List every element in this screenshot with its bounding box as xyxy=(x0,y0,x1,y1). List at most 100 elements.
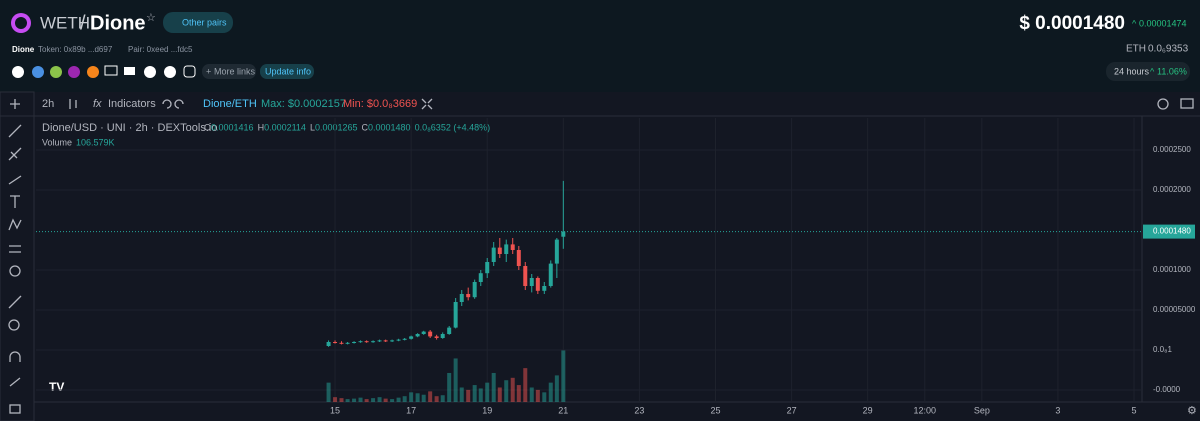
x-tick-label: 12:00 xyxy=(913,405,936,415)
volume-bar xyxy=(364,399,369,402)
candle-body xyxy=(339,342,344,344)
candle-body xyxy=(326,342,331,346)
fullscreen[interactable] xyxy=(421,98,433,110)
sep: / xyxy=(80,12,86,34)
x-tick-label: 3 xyxy=(1055,405,1060,415)
y-tick-label: 0.0002000 xyxy=(1153,185,1191,194)
axis-settings[interactable]: ⚙ xyxy=(1187,405,1197,417)
more-links-label[interactable]: More links xyxy=(214,66,256,76)
volume-label: Volume xyxy=(42,137,72,147)
candle-body xyxy=(428,331,433,337)
star[interactable]: ☆ xyxy=(146,12,156,24)
indicators[interactable]: Indicators xyxy=(108,98,156,110)
legend-value: 0.0001265 xyxy=(315,122,358,132)
candle-body xyxy=(459,294,464,302)
candle-body xyxy=(548,263,553,286)
fx[interactable]: fx xyxy=(93,98,102,110)
legend-value: 0.0001480 xyxy=(368,122,411,132)
x-tick-label: 27 xyxy=(787,405,797,415)
period[interactable]: 24 hours xyxy=(1114,66,1150,76)
token-name: Dione xyxy=(12,45,35,54)
volume-bar xyxy=(377,397,382,402)
settings[interactable] xyxy=(1157,98,1169,110)
volume-bar xyxy=(447,372,452,402)
candle-body xyxy=(358,341,363,343)
volume-value: 106.579K xyxy=(76,137,115,147)
candle-body xyxy=(371,341,376,343)
volume-bar xyxy=(529,387,534,402)
legend-key: H xyxy=(258,122,265,132)
volume-bar xyxy=(434,396,439,402)
volume-bar xyxy=(472,385,477,402)
volume-bar xyxy=(478,388,483,402)
legend-value: 0.0001416 xyxy=(211,122,254,132)
period-arrow: ^ xyxy=(1150,66,1155,76)
volume-bar xyxy=(561,350,566,402)
x-tick-label: 19 xyxy=(482,405,492,415)
volume-bar xyxy=(554,375,559,402)
tv-logo: TV xyxy=(49,380,64,394)
cross-tool[interactable] xyxy=(10,99,20,109)
volume-bar xyxy=(542,392,547,402)
other-pairs[interactable] xyxy=(163,12,233,33)
candle-body xyxy=(364,341,369,343)
update-info-label[interactable]: Update info xyxy=(265,66,311,76)
token: Token: 0x89b ...d697 xyxy=(38,45,113,54)
camera[interactable] xyxy=(1180,98,1194,109)
candle-body xyxy=(333,342,338,343)
candle-body xyxy=(561,231,566,237)
candle-body xyxy=(523,266,528,286)
volume-bar xyxy=(383,398,388,402)
other-pairs-label[interactable]: Other pairs xyxy=(182,17,227,27)
undo-redo[interactable] xyxy=(162,99,184,109)
y-tick-label: 0.00005000 xyxy=(1153,305,1196,314)
interval[interactable]: 2h xyxy=(42,98,54,110)
update-info[interactable] xyxy=(260,64,314,79)
candle-body xyxy=(402,338,407,340)
volume-bar xyxy=(345,399,350,402)
volume-bar xyxy=(371,398,376,402)
candle-body xyxy=(472,282,477,298)
price-change: 0.00001474 xyxy=(1139,18,1187,28)
price: $ 0.0001480 xyxy=(1019,13,1125,34)
x-tick-label: 5 xyxy=(1132,405,1137,415)
volume-bar xyxy=(466,389,471,402)
volume-bar xyxy=(510,377,515,402)
candle-body xyxy=(516,250,521,266)
toolbar-pair[interactable]: Dione/ETH xyxy=(203,98,257,110)
candle-body xyxy=(415,334,420,337)
social-icons[interactable] xyxy=(12,65,196,78)
volume-bar xyxy=(333,397,338,402)
candle-body xyxy=(377,340,382,342)
volume-bar xyxy=(358,397,363,402)
volume-bar xyxy=(485,382,490,402)
candle-body xyxy=(497,247,502,254)
volume-bar xyxy=(402,396,407,402)
period-pill[interactable] xyxy=(1106,62,1190,81)
up-arrow: ^ xyxy=(1132,18,1137,28)
min: Min: $0.0₈3669 xyxy=(343,98,417,110)
eth-label: ETH xyxy=(1126,44,1146,55)
last-price-label: 0.0001480 xyxy=(1153,227,1191,236)
volume-bar xyxy=(415,393,420,402)
more-links[interactable] xyxy=(202,64,256,79)
candle-body xyxy=(434,336,439,338)
x-tick-label: 21 xyxy=(558,405,568,415)
candle-body xyxy=(485,262,490,274)
candle-body xyxy=(421,331,426,334)
candle-icon[interactable] xyxy=(69,99,77,109)
eth-price: 0.0₆9353 xyxy=(1148,44,1189,55)
plus[interactable]: + xyxy=(206,66,211,76)
volume-bar xyxy=(409,392,414,402)
volume-bar xyxy=(352,398,357,402)
drawing-tools[interactable] xyxy=(8,124,22,414)
y-tick-label: 0.0₈1 xyxy=(1153,345,1172,354)
volume-bar xyxy=(491,372,496,402)
candle-body xyxy=(554,239,559,264)
x-tick-label: 23 xyxy=(634,405,644,415)
candle-body xyxy=(409,336,414,339)
candle-body xyxy=(345,342,350,344)
volume-bar xyxy=(428,391,433,402)
x-tick-label: Sep xyxy=(974,405,990,415)
